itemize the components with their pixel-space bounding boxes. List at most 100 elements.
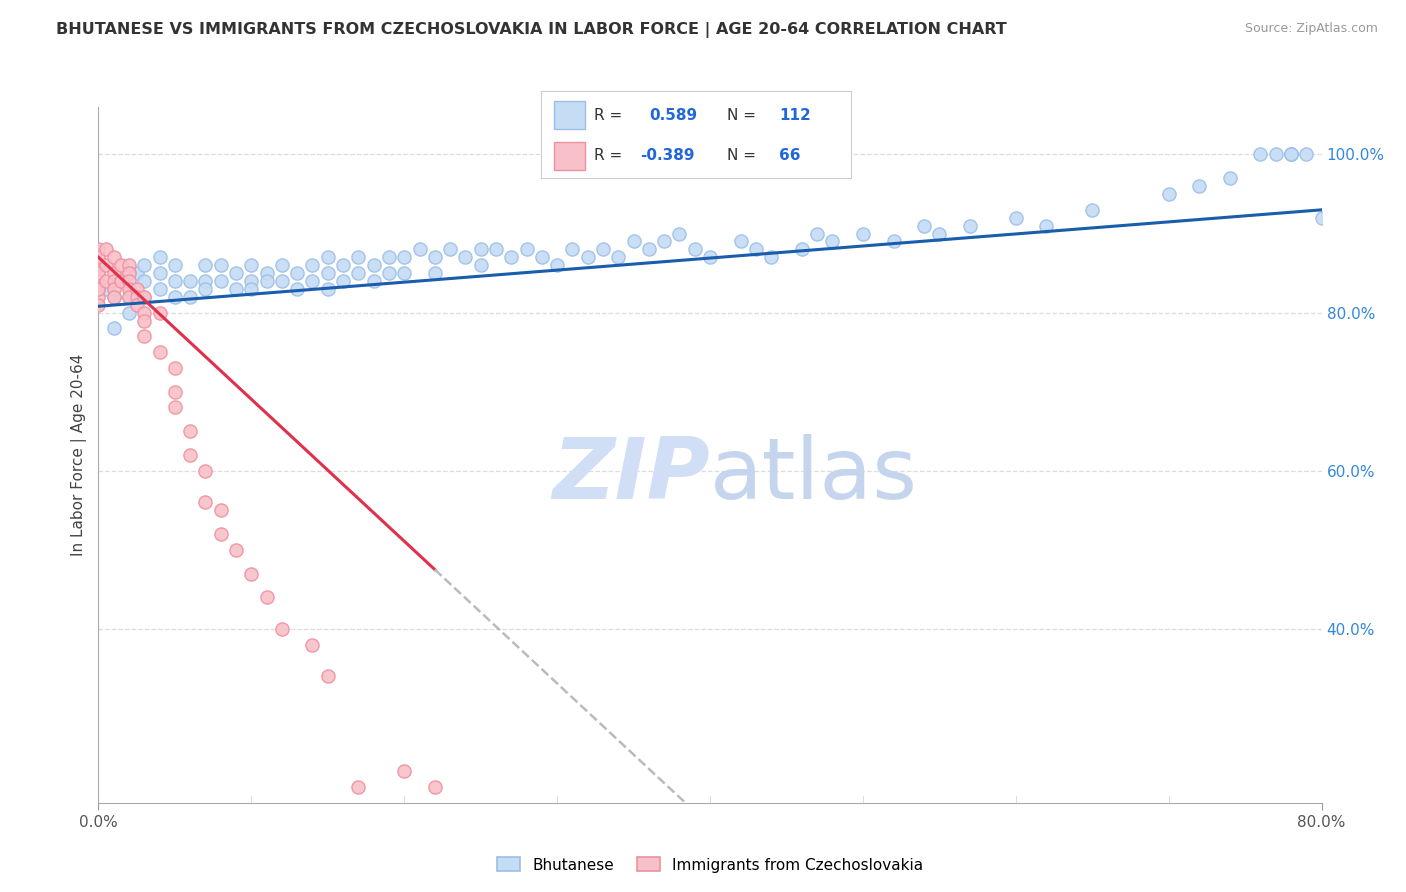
Point [316,669,339,683]
Point [94,243,117,257]
Point [240,282,263,296]
Point [270,622,292,636]
Point [179,448,201,462]
Point [332,258,354,272]
Point [285,266,308,280]
Point [87,266,110,280]
Point [134,274,156,288]
Point [699,250,721,264]
Point [87,243,110,257]
Point [408,243,430,257]
Point [110,274,132,288]
Point [194,258,217,272]
Point [347,266,370,280]
Point [501,250,523,264]
Point [256,266,278,280]
Point [347,250,370,264]
Point [87,290,110,304]
Point [125,298,148,312]
Point [516,243,538,257]
Point [423,780,446,794]
Point [94,258,117,272]
Point [194,464,217,478]
Point [1004,211,1026,225]
Point [103,274,125,288]
Point [806,227,828,241]
Point [240,566,263,581]
Point [1188,179,1211,194]
Point [103,282,125,296]
Point [423,250,446,264]
Point [730,235,752,249]
Point [87,250,110,264]
Point [378,250,401,264]
Point [94,282,117,296]
Point [683,243,706,257]
Point [1264,147,1286,161]
Text: ZIP: ZIP [553,434,710,517]
Point [149,266,172,280]
Point [668,227,690,241]
Point [637,243,661,257]
Text: R =: R = [593,148,627,163]
Text: 112: 112 [779,108,811,123]
Point [1279,147,1302,161]
Text: 66: 66 [779,148,801,163]
Point [592,243,614,257]
Point [87,282,110,296]
Point [179,424,201,438]
Point [134,305,156,319]
Point [378,266,401,280]
Point [301,258,323,272]
Point [439,243,461,257]
Point [87,274,110,288]
Point [87,258,110,272]
Point [301,274,323,288]
Point [134,329,156,343]
Point [194,274,217,288]
Point [912,219,935,233]
Point [1279,147,1302,161]
Point [883,235,905,249]
Point [652,235,675,249]
Point [179,290,201,304]
Point [821,235,844,249]
Text: -0.389: -0.389 [640,148,695,163]
Point [163,384,186,399]
Point [454,250,477,264]
Point [103,266,125,280]
Point [118,266,141,280]
Point [194,282,217,296]
Point [179,274,201,288]
Point [301,638,323,652]
Point [546,258,568,272]
Point [163,401,186,415]
Point [163,361,186,376]
Point [240,274,263,288]
Point [1219,171,1241,186]
Point [1157,187,1180,202]
Bar [554,142,585,169]
Point [392,764,416,779]
Point [285,282,308,296]
Point [392,266,416,280]
Point [470,243,492,257]
Point [225,282,247,296]
Point [149,250,172,264]
Text: N =: N = [727,108,761,123]
Text: Source: ZipAtlas.com: Source: ZipAtlas.com [1244,22,1378,36]
Point [316,282,339,296]
Point [87,298,110,312]
Point [149,345,172,359]
Text: N =: N = [727,148,761,163]
Point [1249,147,1271,161]
Point [759,250,782,264]
Point [347,780,370,794]
Point [110,274,132,288]
Point [163,274,186,288]
Point [103,290,125,304]
Point [194,495,217,509]
Point [316,250,339,264]
Point [163,258,186,272]
Point [149,282,172,296]
